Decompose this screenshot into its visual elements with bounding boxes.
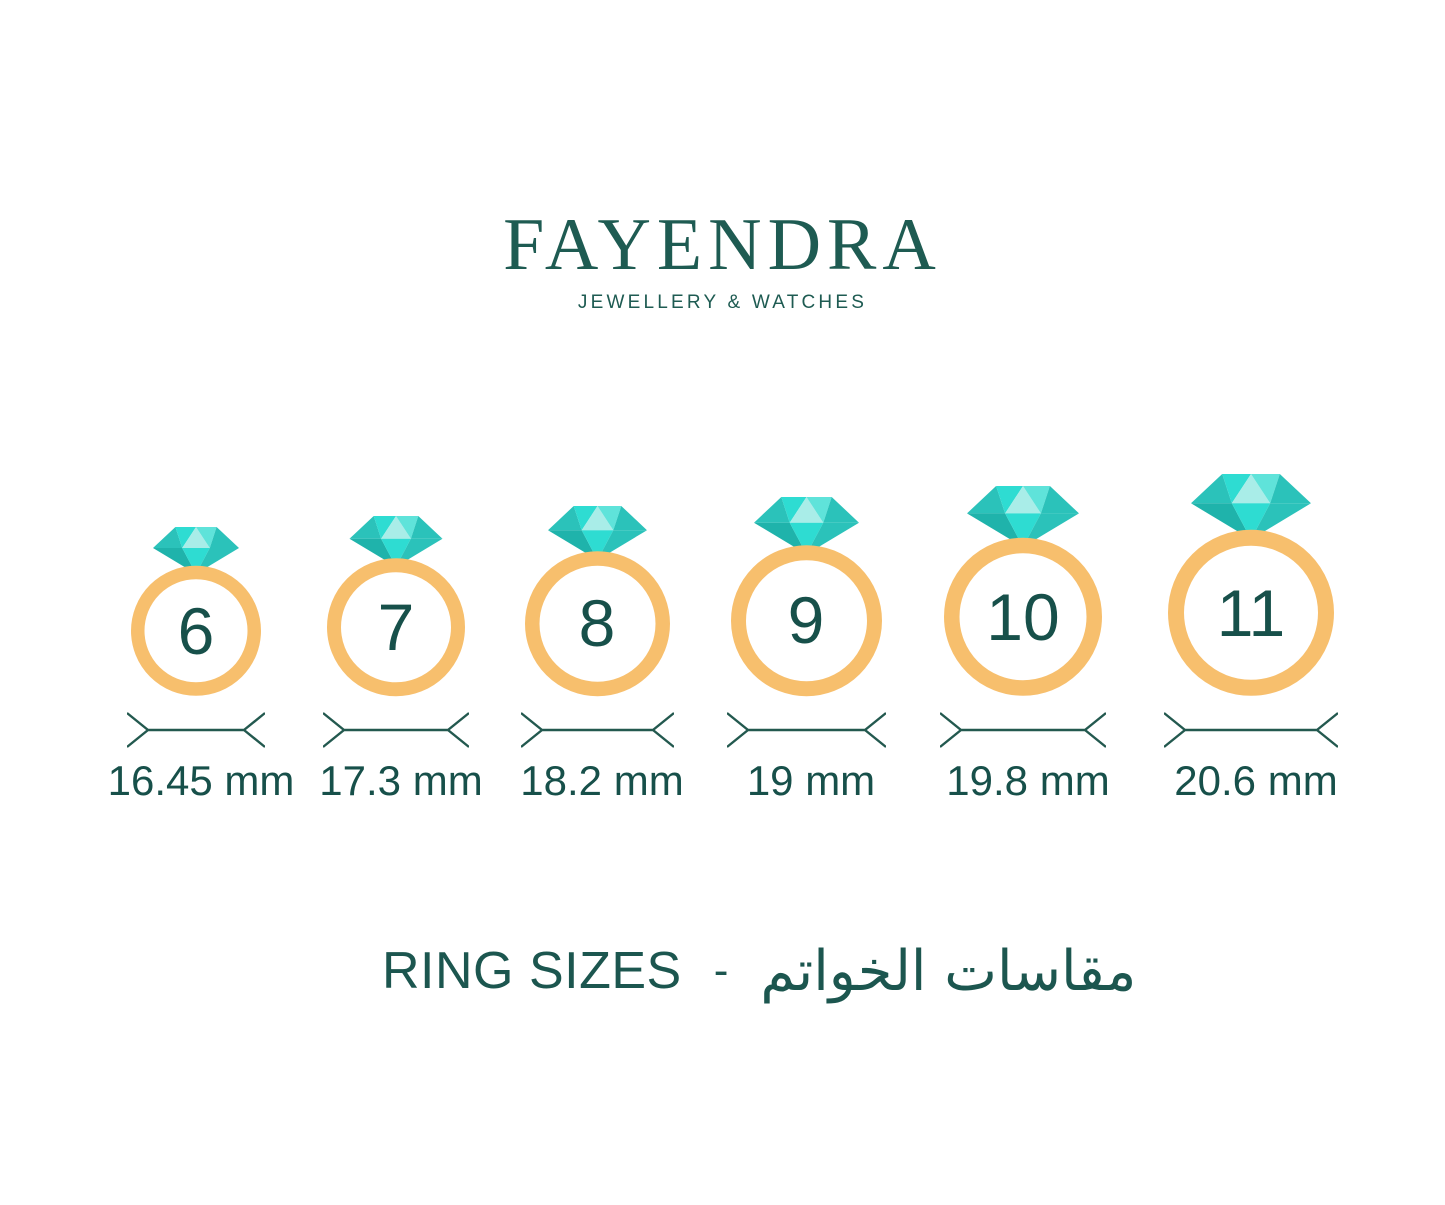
diameter-label: 20.6 mm [1174, 757, 1338, 804]
diameter-arrow-icon [520, 712, 674, 748]
brand-tagline: JEWELLERY & WATCHES [577, 292, 868, 313]
chart-title-ar: مقاسات الخواتم [760, 938, 1137, 1004]
diamond-icon [349, 515, 443, 567]
chart-title-separator: - [713, 946, 729, 995]
ring-with-diamond-icon [1168, 474, 1334, 696]
ring-band [327, 557, 465, 696]
ring-with-diamond-icon [131, 527, 261, 696]
ring-band [730, 544, 882, 696]
ring-band [524, 550, 670, 696]
ring-size-number: 9 [787, 583, 825, 657]
brand-header: FAYENDRA JEWELLERY & WATCHES [0, 208, 1445, 312]
ring-with-diamond-icon [730, 496, 882, 696]
ring-band [944, 537, 1102, 696]
chart-title-en: RING SIZES [382, 942, 682, 1000]
ring-size-number: 10 [986, 580, 1060, 654]
diameter-arrow-icon [127, 712, 265, 748]
ring-with-diamond-icon [327, 515, 465, 696]
diameter-arrow-icon [726, 712, 886, 748]
ring-with-diamond-icon [524, 505, 670, 696]
diameter-label: 18.2 mm [520, 757, 684, 804]
diameter-arrow-icon [940, 712, 1106, 748]
ring-with-diamond-icon [944, 486, 1102, 696]
diameter-label: 16.45 mm [107, 757, 295, 804]
diameter-label: 17.3 mm [319, 757, 483, 804]
brand-logo: FAYENDRA [503, 204, 942, 286]
diameter-arrow-icon [1164, 712, 1338, 748]
diameter-label: 19 mm [746, 757, 876, 804]
ring-size-number: 11 [1216, 576, 1286, 650]
ring-band [131, 565, 261, 696]
ring-size-number: 6 [177, 594, 215, 668]
diameter-arrow-icon [323, 712, 469, 748]
ring-band [1168, 529, 1334, 696]
diamond-icon [153, 527, 239, 575]
diameter-label: 19.8 mm [946, 757, 1110, 804]
diamond-icon [547, 505, 647, 560]
diamond-icon [1191, 474, 1311, 540]
diamond-icon [967, 486, 1079, 548]
ring-size-number: 7 [377, 590, 415, 664]
ring-size-number: 8 [578, 586, 616, 660]
chart-title: RING SIZES - مقاسات الخواتم [382, 928, 1136, 1014]
